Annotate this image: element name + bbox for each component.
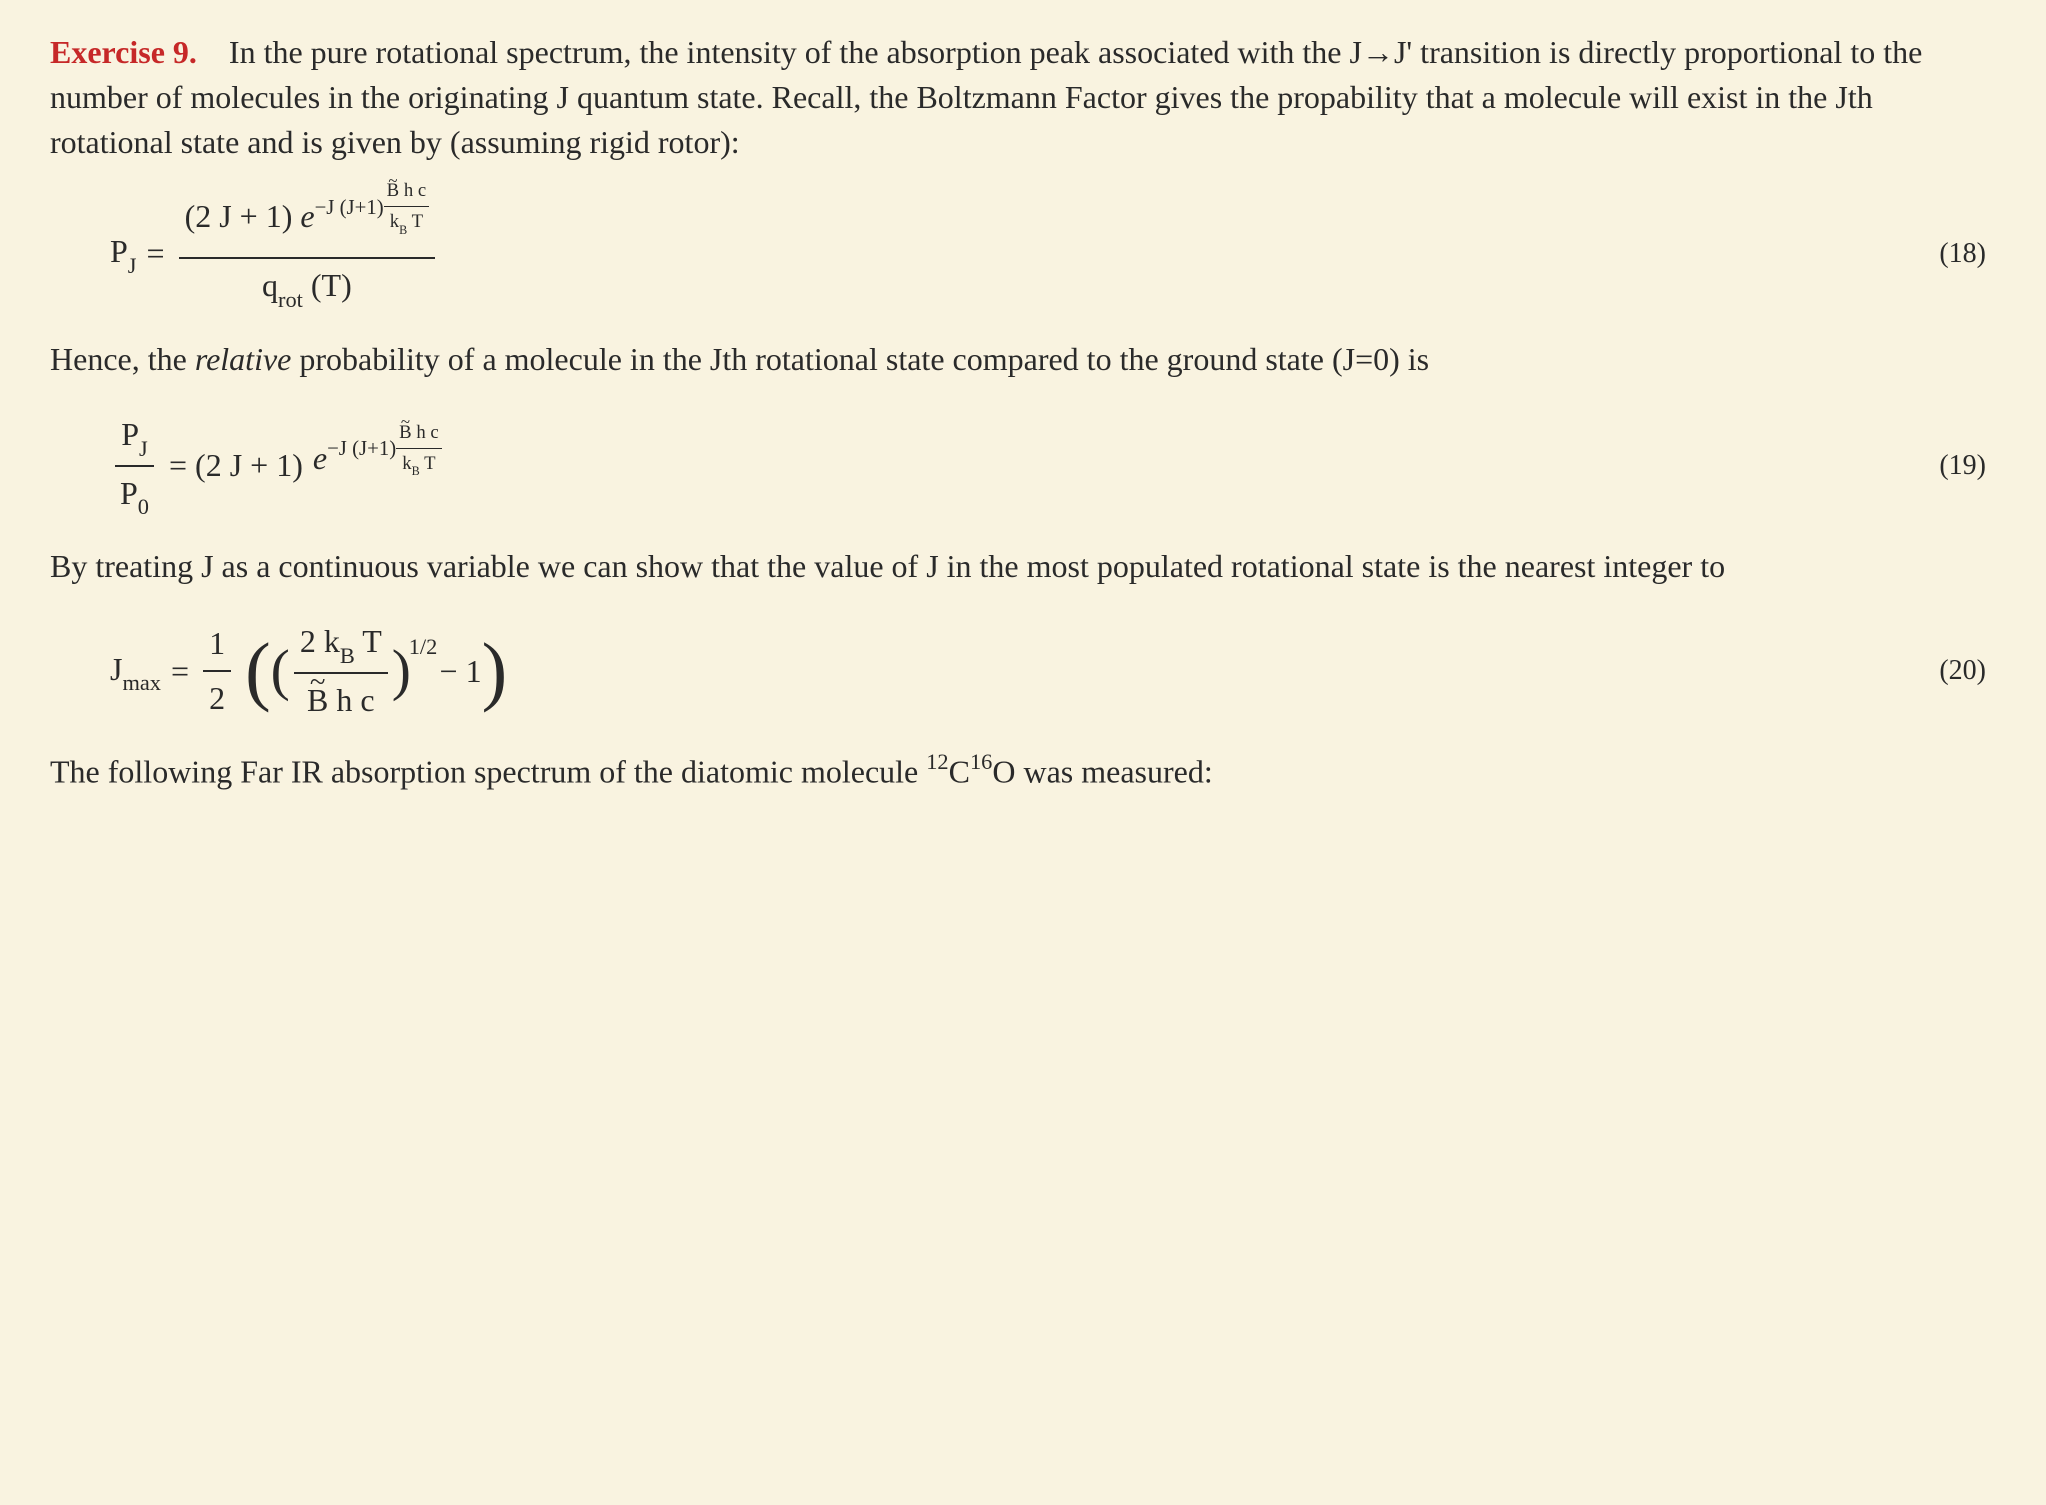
para4: The following Far IR absorption spectrum…: [50, 748, 1996, 794]
eq19-Pj-P: P: [121, 416, 139, 452]
equation-20-row: Jmax = 1 2 ( ( 2 kB T B h c ) 1/2 − 1 ) …: [110, 619, 1996, 723]
eq19-P0-P: P: [120, 475, 138, 511]
eq18-k: k: [390, 211, 399, 232]
eq20-2k: 2 k: [300, 623, 340, 659]
eq18-exp-block: e−J (J+1) B h ckB T: [300, 194, 429, 253]
eq20-inner-frac: 2 kB T B h c: [294, 619, 388, 723]
para2-b: probability of a molecule in the Jth rot…: [291, 341, 1429, 377]
intro-text-content: In the pure rotational spectrum, the int…: [50, 34, 1922, 160]
eq19-exp-prefix: −J (J+1): [327, 434, 396, 463]
eq20-inner-den: B h c: [301, 674, 381, 723]
eq19-e: e: [313, 436, 327, 481]
eq19-exp-num: B h c: [396, 420, 442, 449]
eq20-power: 1/2: [409, 631, 438, 662]
equation-18: PJ = (2 J + 1) e−J (J+1) B h ckB T qrot …: [110, 194, 439, 312]
eq18-qT: (T): [303, 267, 352, 303]
eq18-hc: h c: [399, 180, 426, 201]
para4-b: was measured:: [1015, 753, 1212, 789]
eq18-lhs: PJ: [110, 229, 137, 278]
para4-C: C: [949, 753, 970, 789]
eq19-P0-0: 0: [138, 494, 149, 519]
eq18-exp-den: kB T: [387, 207, 426, 237]
eq20-kB: B: [340, 643, 355, 668]
eq20-inner-group: ( 2 kB T B h c ): [271, 619, 411, 723]
eq20-1: 1: [203, 621, 231, 672]
eq20-half: 1 2: [203, 621, 231, 721]
eq20-minus1: − 1: [440, 649, 482, 694]
para3: By treating J as a continuous variable w…: [50, 544, 1996, 589]
exercise-label: Exercise 9.: [50, 34, 197, 70]
eq19-Pj-J: J: [139, 436, 148, 461]
equation-20: Jmax = 1 2 ( ( 2 kB T B h c ) 1/2 − 1 ): [110, 619, 507, 723]
eq19-k: k: [402, 453, 411, 474]
intro-paragraph: Exercise 9. In the pure rotational spect…: [50, 30, 1996, 164]
eq19-exp-frac: B h ckB T: [396, 420, 442, 479]
eq19-number: (19): [1939, 446, 1986, 485]
eq19-hc: h c: [412, 422, 439, 443]
eq18-numerator: (2 J + 1) e−J (J+1) B h ckB T: [179, 194, 436, 259]
eq18-rot: rot: [278, 287, 303, 312]
eq18-J-sub: J: [128, 253, 137, 278]
intro-text: [205, 34, 229, 70]
eq18-q: q: [262, 267, 278, 303]
para4-16: 16: [970, 749, 992, 774]
eq19-exp-content: −J (J+1) B h ckB T: [327, 420, 442, 479]
eq18-denominator: qrot (T): [256, 259, 358, 312]
eq19-exp-block: e−J (J+1) B h ckB T: [313, 436, 442, 495]
eq18-kB: B: [399, 223, 407, 237]
para2-relative: relative: [195, 341, 292, 377]
eq18-equals: =: [147, 231, 165, 276]
eq18-exp-frac: B h ckB T: [384, 178, 430, 237]
eq19-lhs-frac: PJ P0: [114, 412, 155, 520]
eq20-number: (20): [1939, 651, 1986, 690]
eq20-J: J: [110, 651, 122, 687]
eq18-exp-num: B h c: [384, 178, 430, 207]
eq19-equals: = (2 J + 1): [169, 443, 303, 488]
para4-12: 12: [926, 749, 948, 774]
eq19-kB: B: [412, 464, 420, 478]
eq20-Btilde: B: [307, 678, 328, 723]
eq19-lhs-den: P0: [114, 467, 155, 520]
eq18-T: T: [407, 211, 423, 232]
eq20-hc: h c: [328, 682, 374, 718]
eq20-T: T: [355, 623, 382, 659]
eq20-2: 2: [203, 672, 231, 721]
para4-a: The following Far IR absorption spectrum…: [50, 753, 926, 789]
equation-19: PJ P0 = (2 J + 1) e−J (J+1) B h ckB T: [110, 412, 442, 520]
eq19-Btilde: B: [399, 420, 411, 446]
eq19-T: T: [420, 453, 436, 474]
eq20-equals: =: [171, 649, 189, 694]
eq20-parens-group: ( ( 2 kB T B h c ) 1/2 − 1 ): [245, 619, 507, 723]
eq20-close-outer: ): [482, 644, 508, 698]
eq18-number: (18): [1939, 234, 1986, 273]
equation-19-row: PJ P0 = (2 J + 1) e−J (J+1) B h ckB T (1…: [110, 412, 1996, 520]
eq18-main-frac: (2 J + 1) e−J (J+1) B h ckB T qrot (T): [179, 194, 436, 312]
eq20-inner-num: 2 kB T: [294, 619, 388, 674]
eq18-exp-prefix: −J (J+1): [315, 193, 384, 222]
eq18-P: P: [110, 233, 128, 269]
para4-O: O: [992, 753, 1015, 789]
eq20-open-inner: (: [271, 648, 290, 694]
eq20-lhs: Jmax: [110, 647, 161, 696]
eq18-exp-content: −J (J+1) B h ckB T: [315, 178, 430, 237]
para2-a: Hence, the: [50, 341, 195, 377]
eq19-lhs-num: PJ: [115, 412, 154, 467]
eq20-open-outer: (: [245, 644, 271, 698]
eq18-2j1: (2 J + 1): [185, 198, 301, 234]
para3-text: By treating J as a continuous variable w…: [50, 548, 1725, 584]
eq18-Btilde: B: [387, 178, 399, 204]
equation-18-row: PJ = (2 J + 1) e−J (J+1) B h ckB T qrot …: [110, 194, 1996, 312]
eq20-max: max: [122, 670, 161, 695]
eq18-e: e: [300, 194, 314, 239]
eq19-exp-den: kB T: [399, 449, 438, 479]
para2: Hence, the relative probability of a mol…: [50, 337, 1996, 382]
